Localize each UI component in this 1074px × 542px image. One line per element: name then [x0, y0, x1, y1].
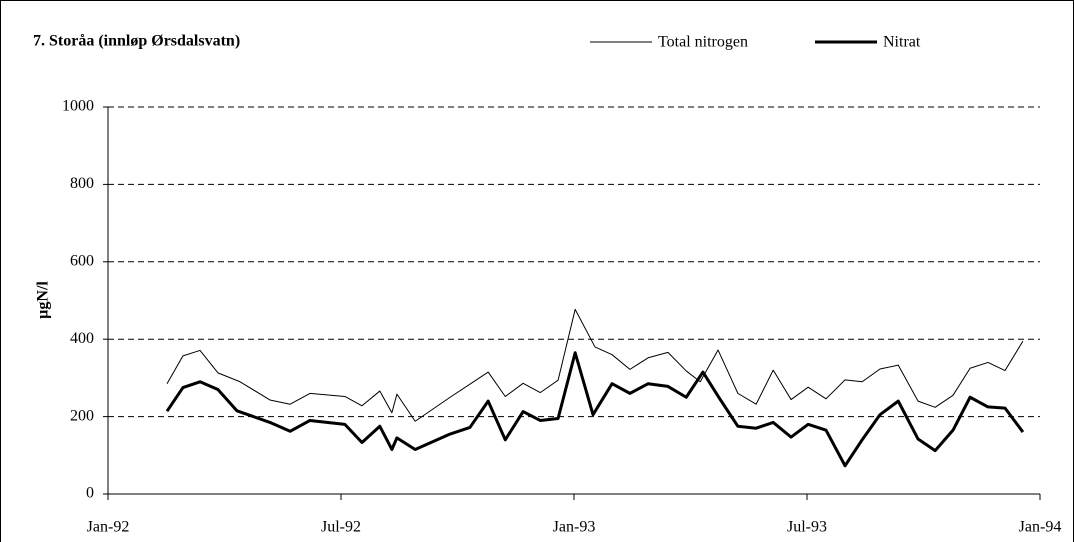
y-tick-label: 400: [70, 330, 94, 347]
x-tick-label: Jan-92: [87, 519, 130, 536]
y-tick-label: 200: [70, 407, 94, 424]
legend-label: Total nitrogen: [658, 34, 748, 51]
series-line: [165, 351, 1025, 468]
x-tick-label: Jul-92: [321, 519, 361, 536]
y-axis-label: µgN/l: [35, 281, 52, 319]
series-line: [166, 308, 1024, 422]
x-tick-label: Jan-94: [1019, 519, 1062, 536]
y-tick-label: 1000: [62, 98, 94, 115]
chart-title: 7. Storåa (innløp Ørsdalsvatn): [33, 33, 240, 50]
y-tick-label: 600: [70, 252, 94, 269]
x-tick-label: Jan-93: [553, 519, 596, 536]
legend-label: Nitrat: [883, 34, 921, 51]
y-tick-label: 800: [70, 175, 94, 192]
x-tick-label: Jul-93: [787, 519, 827, 536]
y-tick-label: 0: [86, 485, 94, 502]
